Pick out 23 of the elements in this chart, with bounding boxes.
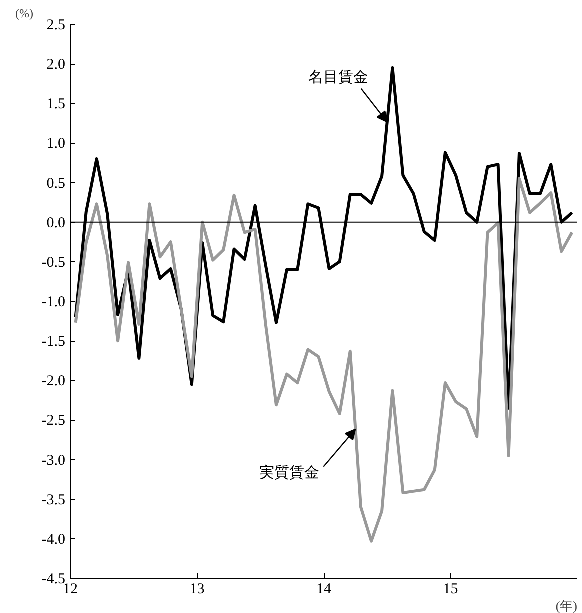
y-tick-label: -2.5 bbox=[42, 413, 66, 430]
x-tick-label: 13 bbox=[190, 582, 205, 598]
series-label: 名目賃金 bbox=[308, 69, 368, 86]
y-tick-label: 0.0 bbox=[46, 215, 66, 232]
y-tick-label: 1.0 bbox=[46, 136, 66, 152]
y-tick-label: -4.0 bbox=[42, 532, 66, 548]
y-tick-label: 1.5 bbox=[46, 96, 66, 113]
y-tick-label: -4.5 bbox=[42, 572, 66, 588]
y-tick-label: -3.5 bbox=[42, 492, 66, 508]
y-tick-label: 2.0 bbox=[46, 57, 66, 74]
y-tick-label: -0.5 bbox=[42, 254, 66, 271]
x-tick-label: 12 bbox=[63, 582, 78, 598]
x-tick-label: 14 bbox=[316, 582, 332, 598]
y-tick-label: -1.5 bbox=[42, 334, 66, 350]
y-tick-label: 2.5 bbox=[46, 18, 66, 34]
text: 実質賃金 bbox=[260, 464, 320, 482]
y-tick-label: -1.0 bbox=[42, 294, 66, 310]
y-tick-label: 0.5 bbox=[46, 176, 66, 192]
y-tick-label: -3.0 bbox=[42, 452, 66, 469]
y-axis-title: (%) bbox=[16, 6, 34, 20]
x-tick-label: 15 bbox=[443, 582, 458, 598]
x-axis-title: (年) bbox=[556, 598, 578, 613]
y-tick-label: -2.0 bbox=[42, 374, 66, 390]
